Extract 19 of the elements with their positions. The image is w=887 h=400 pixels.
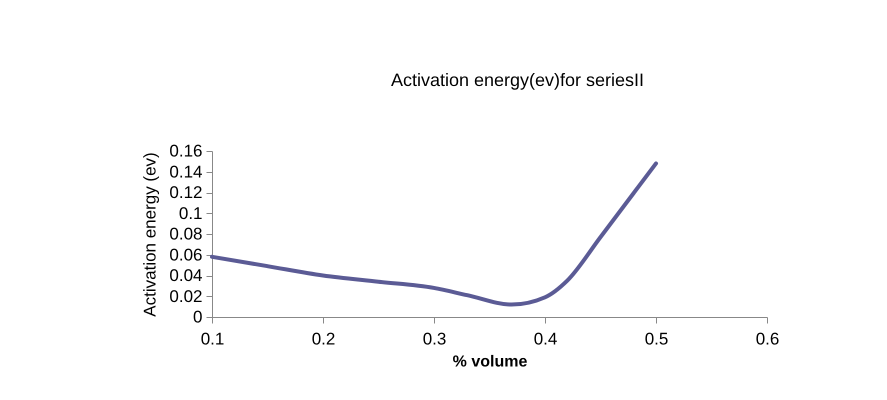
x-tick-label: 0.4 xyxy=(534,330,558,348)
y-tick-label: 0.06 xyxy=(169,245,202,264)
y-tick-label: 0.04 xyxy=(169,266,202,285)
y-axis-title: Activation energy (ev) xyxy=(140,152,160,317)
x-tick-label: 0.5 xyxy=(644,330,668,348)
x-axis-title: % volume xyxy=(452,354,528,370)
x-tick-label: 0.1 xyxy=(200,330,224,348)
chart-title: Activation energy(ev)for seriesII xyxy=(390,70,644,90)
x-tick-label: 0.3 xyxy=(422,330,446,348)
y-tick-label: 0.02 xyxy=(169,286,202,306)
y-tick-label: 0.12 xyxy=(169,183,202,202)
line-series xyxy=(210,161,658,307)
y-tick-label: 0 xyxy=(193,308,202,326)
y-tick-label: 0.16 xyxy=(169,142,202,160)
x-tick-label: 0.2 xyxy=(312,330,336,348)
y-tick-label: 0.1 xyxy=(178,204,202,223)
y-tick-label: 0.08 xyxy=(169,224,202,244)
x-tick-label: 0.6 xyxy=(756,330,780,348)
y-tick-label: 0.14 xyxy=(169,162,202,182)
